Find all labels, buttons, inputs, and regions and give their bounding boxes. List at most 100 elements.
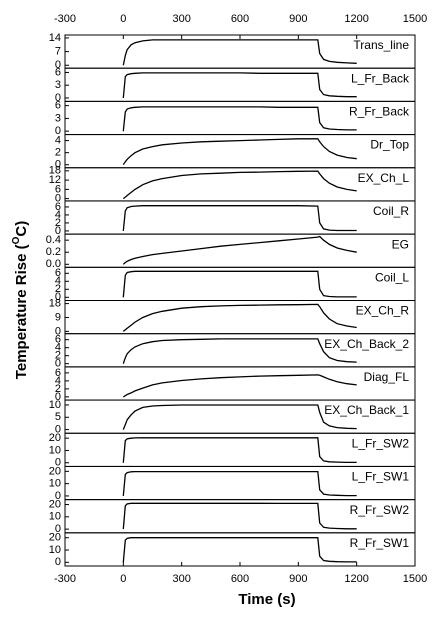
panel-frame xyxy=(64,134,416,169)
y-tick-label: 0 xyxy=(55,159,61,171)
panel-frame xyxy=(64,266,416,301)
y-tick-label: 18 xyxy=(49,165,61,177)
y-tick-label: 0 xyxy=(55,225,61,237)
panel-label: L_Fr_SW2 xyxy=(352,436,410,450)
y-tick-label: 9 xyxy=(55,311,61,323)
y-tick-label: 2 xyxy=(55,217,61,229)
y-label-text: Temperature Rise ( xyxy=(13,244,30,379)
y-tick-label: 4 xyxy=(55,135,61,147)
y-tick-label: 6 xyxy=(55,334,61,346)
y-tick-label: 4 xyxy=(55,209,61,221)
y-tick-label: 0 xyxy=(55,125,61,137)
y-tick-label: 0 xyxy=(55,325,61,337)
y-tick-label: 2 xyxy=(55,147,61,159)
y-tick-label: 20 xyxy=(49,498,61,510)
panel-label: EG xyxy=(392,237,409,251)
data-line xyxy=(122,303,357,332)
panel-label: R_Fr_SW1 xyxy=(350,536,410,550)
x-tick-label-top: 300 xyxy=(172,13,190,25)
y-tick-label: 18 xyxy=(49,297,61,309)
y-tick-label: 14 xyxy=(49,32,61,44)
y-tick-label: 10 xyxy=(49,444,61,456)
y-tick-label: 0 xyxy=(55,358,61,370)
y-tick-label: 7 xyxy=(55,46,61,58)
y-tick-label: 3 xyxy=(55,79,61,91)
data-line xyxy=(122,39,357,66)
y-tick-label: 0 xyxy=(55,291,61,303)
y-tick-label: 2 xyxy=(55,350,61,362)
panel-label: EX_Ch_Back_1 xyxy=(324,403,409,417)
data-line xyxy=(122,537,357,563)
y-tick-label: 6 xyxy=(55,66,61,78)
x-tick-label-top: 0 xyxy=(120,13,126,25)
x-tick-label-top: -300 xyxy=(54,13,76,25)
y-tick-label: 0 xyxy=(55,523,61,535)
y-tick-label: 0.4 xyxy=(46,234,61,246)
data-line xyxy=(122,235,357,265)
panel-label: Trans_line xyxy=(353,38,409,52)
y-tick-label: 3 xyxy=(55,112,61,124)
data-line xyxy=(122,374,357,398)
x-tick-label: 900 xyxy=(289,573,307,585)
y-tick-label: 0 xyxy=(55,457,61,469)
y-tick-label: 10 xyxy=(49,511,61,523)
y-tick-label: 6 xyxy=(55,100,61,112)
x-tick-label-top: 600 xyxy=(231,13,249,25)
data-line xyxy=(122,502,357,530)
y-tick-label: 0.2 xyxy=(46,246,61,258)
x-tick-label: 1200 xyxy=(344,573,368,585)
panel-label: EX_Ch_R xyxy=(356,304,410,318)
data-line xyxy=(122,404,357,430)
y-tick-label: 0 xyxy=(55,59,61,71)
panel-label: R_Fr_Back xyxy=(349,105,410,119)
panel-label: Dr_Top xyxy=(370,138,409,152)
y-tick-label: 2 xyxy=(55,283,61,295)
y-tick-label: 10 xyxy=(49,478,61,490)
y-tick-label: 20 xyxy=(49,432,61,444)
data-line xyxy=(122,170,357,200)
y-tick-label: 12 xyxy=(49,174,61,186)
y-tick-label: 6 xyxy=(55,183,61,195)
data-line xyxy=(122,470,357,497)
y-tick-label: 4 xyxy=(55,275,61,287)
x-tick-label: 0 xyxy=(120,573,126,585)
data-line xyxy=(122,270,357,298)
data-line xyxy=(122,205,357,232)
x-axis-label: Time (s) xyxy=(238,591,295,608)
y-tick-label: 5 xyxy=(55,411,61,423)
x-tick-label: 300 xyxy=(172,573,190,585)
y-label-sup: O xyxy=(11,236,22,244)
y-tick-label: 6 xyxy=(55,267,61,279)
y-tick-label: 0 xyxy=(55,423,61,435)
panel-label: Diag_FL xyxy=(364,370,410,384)
panel-label: EX_Ch_Back_2 xyxy=(324,337,409,351)
y-tick-label: 6 xyxy=(55,367,61,379)
x-tick-label-top: 1200 xyxy=(344,13,368,25)
panel-frame xyxy=(64,532,416,567)
panel-label: L_Fr_SW1 xyxy=(352,470,410,484)
panel-label: L_Fr_Back xyxy=(351,71,410,85)
y-tick-label: 20 xyxy=(49,532,61,544)
x-tick-label-top: 900 xyxy=(289,13,307,25)
y-tick-label: 0 xyxy=(55,490,61,502)
y-tick-label: 10 xyxy=(49,544,61,556)
data-line xyxy=(122,106,357,132)
y-tick-label: 6 xyxy=(55,201,61,213)
data-line xyxy=(122,72,357,99)
panel-label: Coil_R xyxy=(373,204,409,218)
x-tick-label: -300 xyxy=(54,573,76,585)
panel-label: R_Fr_SW2 xyxy=(350,503,410,517)
x-tick-label-top: 1500 xyxy=(403,13,427,25)
panel-label: EX_Ch_L xyxy=(358,171,410,185)
data-line xyxy=(122,138,357,166)
y-axis-label: Temperature Rise (OC) xyxy=(11,221,30,379)
panel-frame xyxy=(64,366,416,401)
y-tick-label: 0 xyxy=(55,556,61,568)
y-label-text: C) xyxy=(13,221,30,237)
y-tick-label: 4 xyxy=(55,342,61,354)
y-tick-label: 4 xyxy=(55,375,61,387)
x-tick-label: 600 xyxy=(231,573,249,585)
y-tick-label: 2 xyxy=(55,383,61,395)
y-tick-label: 0 xyxy=(55,391,61,403)
